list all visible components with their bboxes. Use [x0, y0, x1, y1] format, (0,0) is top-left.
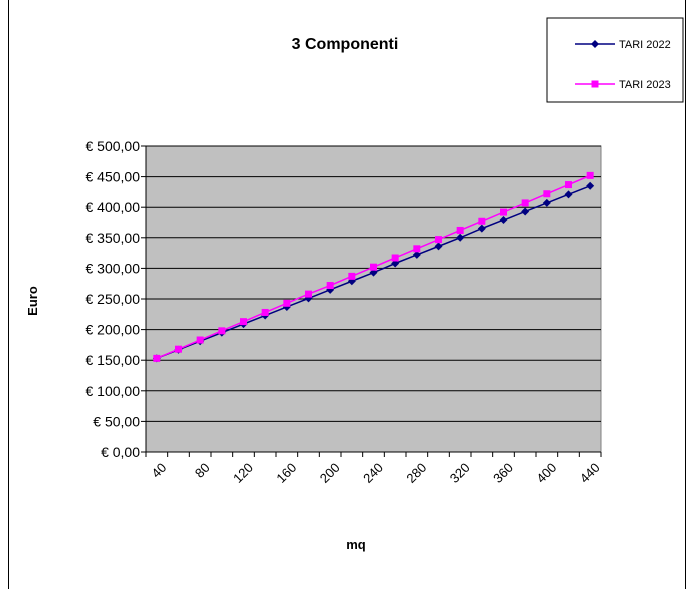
x-tick-label: 400	[533, 460, 559, 486]
data-point	[218, 327, 226, 335]
y-tick-label: € 150,00	[86, 352, 141, 368]
data-point	[564, 190, 573, 199]
data-point	[586, 181, 595, 190]
data-point	[196, 336, 204, 344]
x-tick-label: 160	[273, 460, 299, 486]
y-tick-label: € 0,00	[101, 444, 140, 460]
data-point	[391, 254, 399, 262]
y-tick-label: € 500,00	[86, 138, 141, 154]
data-point	[565, 181, 572, 189]
data-point	[586, 171, 594, 179]
chart-title: 3 Componenti	[292, 36, 399, 53]
y-tick-label: € 400,00	[86, 199, 141, 215]
x-tick-label: 240	[360, 460, 386, 486]
data-point	[413, 245, 421, 253]
plot-area: € 0,00 € 50,00 € 100,00 € 150,00 € 200,00 € 2…	[86, 138, 603, 486]
y-tick-label: € 50,00	[93, 413, 140, 429]
data-point	[456, 233, 465, 242]
data-point	[435, 236, 442, 244]
legend-label: TARI 2022	[619, 39, 671, 51]
chart-area: 3 Componenti € 0,00 € 50,00 € 100,00 € 150,…	[8, 0, 686, 589]
x-tick-label: 320	[447, 460, 473, 486]
y-tick-label: € 450,00	[86, 169, 141, 185]
data-point	[456, 226, 464, 234]
data-point	[153, 354, 161, 362]
data-point	[434, 242, 443, 251]
legend-box	[546, 17, 684, 103]
data-point	[326, 282, 334, 290]
legend: TARI 2022 TARI 2023	[546, 17, 684, 103]
x-tick-label: 40	[149, 460, 170, 481]
y-tick-label: € 300,00	[86, 260, 141, 276]
x-tick-label: 440	[577, 460, 603, 486]
data-point	[500, 208, 507, 216]
data-point	[477, 224, 486, 233]
data-point	[542, 198, 551, 207]
data-point	[391, 259, 400, 268]
x-tick-label: 280	[403, 460, 429, 486]
data-point	[305, 290, 312, 298]
y-tick-label: € 100,00	[86, 383, 141, 399]
y-axis-title: Euro	[25, 286, 40, 316]
data-point	[478, 217, 486, 225]
y-tick-label: € 250,00	[86, 291, 141, 307]
data-point	[543, 190, 551, 198]
data-point	[412, 250, 421, 259]
y-tick-label: € 200,00	[86, 322, 141, 338]
data-point	[240, 318, 247, 326]
data-point	[369, 268, 378, 277]
data-point	[283, 299, 291, 307]
x-tick-label: 200	[317, 460, 343, 486]
data-point	[499, 216, 508, 225]
chart-svg: 3 Componenti € 0,00 € 50,00 € 100,00 € 150,…	[25, 17, 684, 552]
data-point	[521, 199, 529, 207]
x-tick-label: 120	[230, 460, 256, 486]
y-tick-label: € 350,00	[86, 230, 141, 246]
data-point	[261, 308, 269, 316]
x-axis-title: mq	[346, 537, 366, 552]
data-point	[175, 345, 182, 353]
x-tick-label: 360	[490, 460, 516, 486]
legend-marker	[591, 40, 599, 48]
legend-marker	[591, 80, 599, 88]
data-point	[370, 263, 377, 271]
data-point	[521, 207, 530, 216]
data-point	[348, 272, 356, 280]
legend-label: TARI 2023	[619, 79, 671, 91]
x-tick-label: 80	[192, 460, 213, 481]
